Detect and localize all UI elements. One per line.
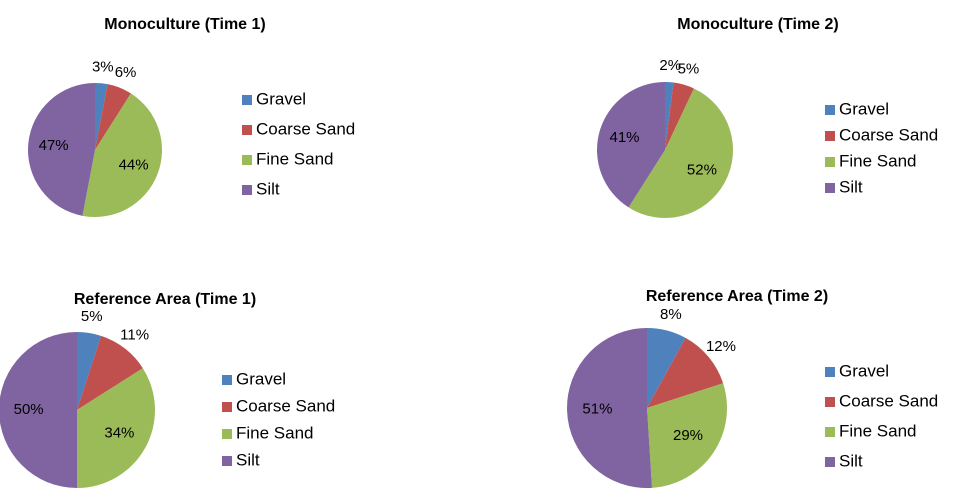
pie-slice	[77, 368, 155, 488]
legend-swatch	[242, 125, 252, 135]
value-label: 5%	[678, 60, 700, 77]
legend-label: Gravel	[236, 369, 286, 388]
legend-swatch	[242, 95, 252, 105]
value-label: 8%	[660, 306, 682, 323]
legend-swatch	[825, 397, 835, 407]
legend-label: Silt	[256, 179, 280, 198]
pie-slice	[665, 82, 674, 150]
value-label: 52%	[687, 161, 717, 178]
value-label: 3%	[92, 58, 114, 75]
legend-label: Fine Sand	[256, 149, 334, 168]
value-label: 50%	[14, 401, 44, 418]
pie-slice	[628, 88, 733, 218]
pie-slice	[665, 82, 694, 150]
value-label: 47%	[39, 137, 69, 154]
legend-label: Silt	[236, 450, 260, 469]
value-label: 12%	[706, 338, 736, 355]
legend-label: Fine Sand	[839, 421, 917, 440]
legend-label: Gravel	[256, 89, 306, 108]
legend-label: Coarse Sand	[236, 396, 335, 415]
legend-swatch	[222, 456, 232, 466]
legend-swatch	[242, 185, 252, 195]
legend-swatch	[222, 429, 232, 439]
pie-slice	[95, 83, 108, 150]
chart-title: Monoculture (Time 2)	[677, 16, 839, 33]
legend-label: Fine Sand	[839, 151, 917, 170]
value-label: 11%	[120, 327, 149, 344]
pie-slice	[77, 335, 143, 410]
pie-slice	[95, 84, 131, 150]
pie-slice	[82, 93, 162, 217]
pie-slice	[77, 332, 102, 410]
legend-swatch	[825, 157, 835, 167]
legend-label: Coarse Sand	[256, 119, 355, 138]
legend-label: Fine Sand	[236, 423, 314, 442]
chart-title: Reference Area (Time 1)	[74, 291, 256, 308]
legend-swatch	[825, 183, 835, 193]
value-label: 51%	[582, 401, 612, 418]
legend-label: Silt	[839, 177, 863, 196]
value-label: 44%	[119, 156, 149, 173]
legend-swatch	[242, 155, 252, 165]
legend-swatch	[825, 131, 835, 141]
legend-swatch	[825, 427, 835, 437]
pie-slice	[27, 82, 95, 216]
value-label: 34%	[104, 424, 134, 441]
legend-label: Gravel	[839, 361, 889, 380]
legend-swatch	[825, 457, 835, 467]
legend-label: Coarse Sand	[839, 391, 938, 410]
value-label: 6%	[115, 64, 137, 81]
legend-label: Coarse Sand	[839, 125, 938, 144]
legend-label: Silt	[839, 451, 863, 470]
chart-title: Reference Area (Time 2)	[646, 288, 828, 305]
value-label: 2%	[659, 57, 681, 74]
legend-swatch	[222, 402, 232, 412]
pie-slice	[647, 383, 727, 488]
value-label: 29%	[673, 427, 703, 444]
chart-title: Monoculture (Time 1)	[104, 16, 266, 33]
legend-label: Gravel	[839, 99, 889, 118]
pie-slice	[647, 328, 686, 408]
pie-slice	[647, 337, 724, 408]
value-label: 5%	[81, 308, 103, 325]
pie-slice	[596, 82, 665, 208]
legend-swatch	[222, 375, 232, 385]
legend-swatch	[825, 367, 835, 377]
legend-swatch	[825, 105, 835, 115]
value-label: 41%	[609, 129, 639, 146]
pie-slice	[567, 328, 653, 488]
pie-slice	[0, 332, 77, 488]
